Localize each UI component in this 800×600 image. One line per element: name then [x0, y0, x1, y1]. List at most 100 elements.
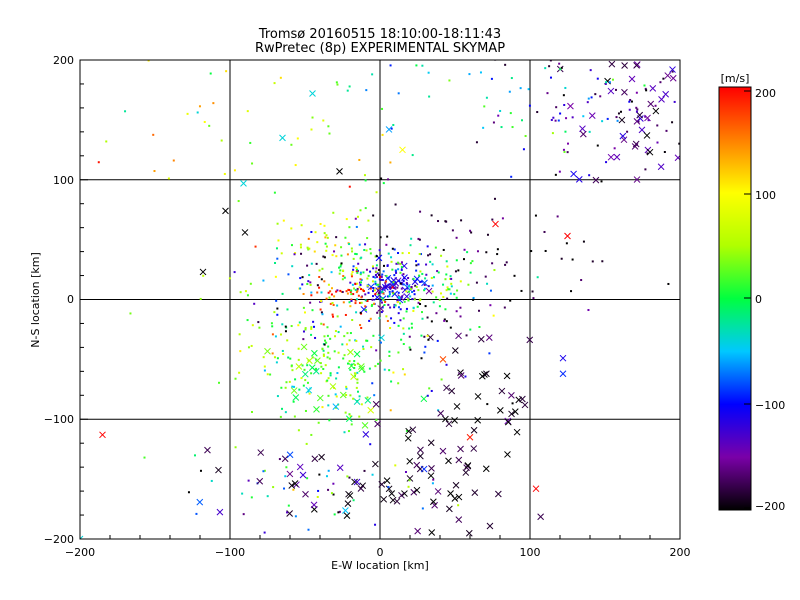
- dot-marker: [320, 365, 323, 368]
- dot-marker: [253, 302, 256, 305]
- dot-marker: [348, 339, 351, 342]
- dot-marker: [343, 276, 346, 279]
- dot-marker: [309, 281, 312, 284]
- dot-marker: [303, 368, 306, 371]
- dot-marker: [292, 488, 295, 491]
- dot-marker: [647, 119, 650, 122]
- dot-marker: [376, 275, 379, 278]
- dot-marker: [94, 57, 96, 59]
- dot-marker: [337, 366, 340, 369]
- x-marker: [428, 465, 435, 472]
- dot-marker: [242, 513, 245, 516]
- dot-marker: [322, 353, 325, 356]
- dot-marker: [330, 492, 333, 495]
- dot-marker: [315, 367, 318, 370]
- dot-marker: [343, 335, 346, 338]
- dot-marker: [276, 395, 279, 398]
- dot-marker: [520, 289, 523, 292]
- dot-marker: [409, 244, 412, 247]
- dot-marker: [601, 120, 604, 123]
- dot-marker: [371, 73, 374, 76]
- dot-marker: [377, 362, 380, 365]
- x-marker: [257, 449, 265, 456]
- dot-marker: [635, 91, 638, 94]
- dot-marker: [316, 241, 319, 244]
- dot-marker: [387, 486, 390, 489]
- dot-marker: [372, 214, 375, 217]
- dot-marker: [344, 313, 347, 316]
- dot-marker: [336, 315, 339, 318]
- x-marker: [264, 347, 271, 355]
- dot-marker: [298, 321, 301, 324]
- dot-marker: [439, 58, 441, 60]
- dot-marker: [316, 284, 319, 287]
- dot-marker: [397, 296, 400, 299]
- x-marker: [679, 131, 680, 138]
- x-marker: [636, 111, 644, 119]
- x-marker: [657, 163, 665, 171]
- x-marker: [526, 336, 534, 344]
- dot-marker: [549, 76, 552, 79]
- x-marker: [80, 535, 84, 539]
- x-marker: [633, 176, 641, 183]
- dot-marker: [420, 280, 423, 283]
- dot-marker: [420, 357, 423, 360]
- dot-marker: [426, 316, 429, 319]
- x-marker: [409, 426, 417, 434]
- dot-marker: [382, 292, 385, 295]
- dot-marker: [381, 133, 384, 136]
- dot-marker: [424, 305, 427, 308]
- dot-marker: [279, 76, 282, 79]
- x-marker: [434, 488, 442, 495]
- dot-marker: [493, 269, 496, 272]
- dot-marker: [410, 326, 413, 329]
- dot-marker: [415, 64, 418, 67]
- dot-marker: [329, 302, 332, 305]
- x-marker: [357, 485, 365, 492]
- dot-marker: [373, 394, 376, 397]
- x-marker: [241, 229, 249, 236]
- dot-marker: [152, 133, 155, 136]
- dot-marker: [354, 302, 357, 305]
- dot-marker: [636, 108, 639, 111]
- dot-marker: [385, 243, 388, 246]
- dot-marker: [352, 397, 355, 400]
- dot-marker: [442, 295, 445, 298]
- dot-marker: [320, 311, 323, 314]
- dot-marker: [323, 335, 326, 338]
- dot-marker: [359, 283, 362, 286]
- dot-marker: [402, 332, 405, 335]
- dot-marker: [326, 334, 329, 337]
- x-marker: [451, 416, 458, 424]
- dot-marker: [418, 238, 421, 241]
- dot-marker: [299, 287, 302, 290]
- dot-marker: [327, 404, 330, 407]
- x-marker: [314, 357, 321, 364]
- dot-marker: [562, 148, 565, 151]
- dot-marker: [397, 268, 400, 271]
- dot-marker: [450, 285, 453, 288]
- dot-marker: [430, 389, 433, 392]
- dot-marker: [369, 317, 372, 320]
- x-marker: [592, 176, 600, 184]
- dot-marker: [469, 271, 472, 274]
- dot-marker: [354, 339, 357, 342]
- x-marker: [575, 176, 583, 183]
- dot-marker: [394, 269, 397, 272]
- dot-marker: [281, 292, 284, 295]
- dot-marker: [293, 415, 296, 418]
- dot-marker: [346, 253, 349, 256]
- dot-marker: [363, 248, 366, 251]
- dot-marker: [637, 120, 640, 123]
- dot-marker: [397, 382, 400, 385]
- x-marker: [360, 306, 368, 313]
- dot-marker: [628, 100, 631, 103]
- dot-marker: [697, 100, 699, 102]
- dot-marker: [405, 429, 408, 432]
- dot-marker: [381, 107, 384, 110]
- dot-marker: [310, 262, 313, 265]
- x-marker: [504, 418, 512, 426]
- dot-marker: [129, 312, 132, 315]
- dot-marker: [277, 239, 280, 242]
